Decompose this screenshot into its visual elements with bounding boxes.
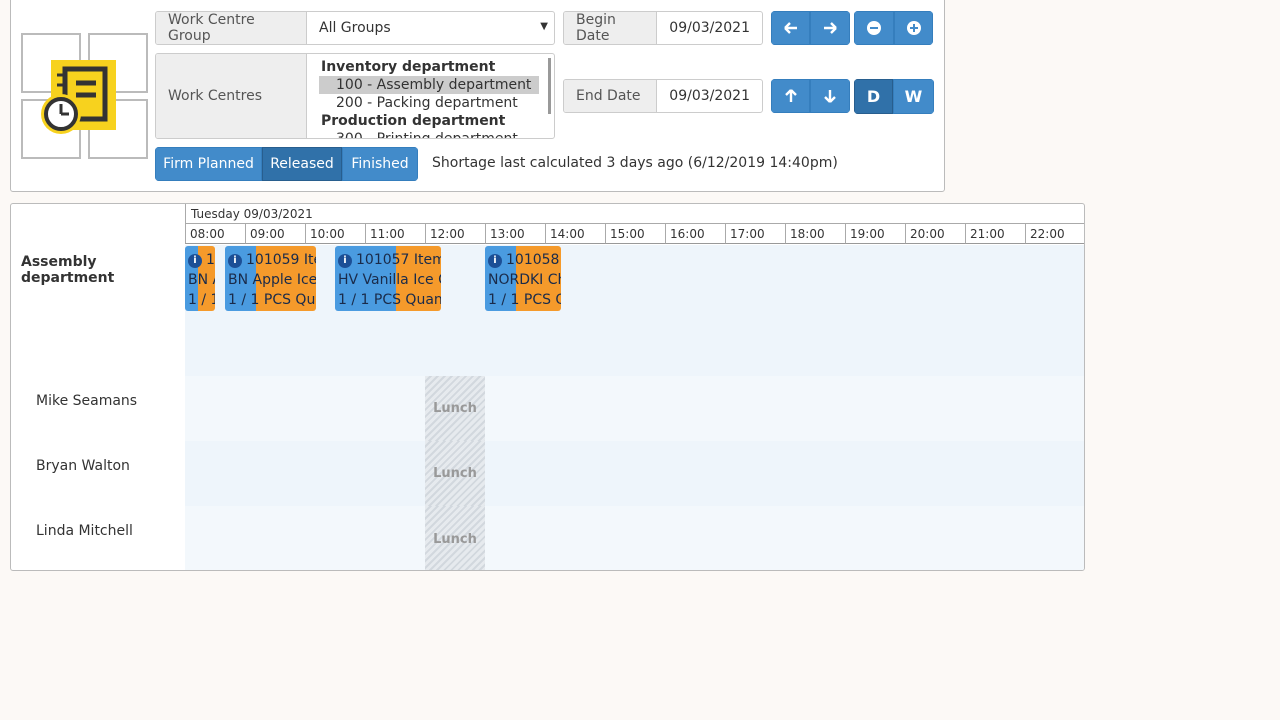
listbox-scrollbar[interactable] (548, 58, 551, 114)
hour-header: 12:00 (425, 224, 485, 244)
work-centre-option[interactable]: 300 - Printing department (319, 130, 533, 138)
work-centre-group-value: All Groups (319, 20, 391, 36)
begin-date-label: Begin Date (564, 12, 658, 44)
hour-header: 21:00 (965, 224, 1025, 244)
work-centres-field: Work Centres Inventory department 100 - A… (155, 53, 555, 139)
production-order-block[interactable]: i 101056 Item BN Apple Ice Cream 1 / 1 PCS … (185, 246, 215, 311)
order-quantity: 1 / 1 PCS Quantity (188, 292, 215, 308)
shortage-status-text: Shortage last calculated 3 days ago (6/1… (432, 155, 838, 171)
department-row-bg (185, 245, 1084, 376)
order-text: i 101058 NORDKI Chocolate 1 / 1 PCS Quantit… (488, 250, 561, 310)
production-order-block[interactable]: i 101059 Item BN Apple Ice Cream 1 / 1 PCS … (225, 246, 316, 311)
order-item: NORDKI Chocolate (488, 272, 561, 288)
info-icon[interactable]: i (338, 254, 352, 268)
hour-header: 11:00 (365, 224, 425, 244)
move-up-button[interactable] (771, 79, 810, 113)
move-down-button[interactable] (810, 79, 850, 113)
resource-label: Linda Mitchell (36, 523, 133, 539)
end-date-label: End Date (564, 80, 658, 112)
zoom-buttons (854, 11, 933, 45)
day-view-button[interactable]: D (854, 79, 893, 114)
hour-header: 15:00 (605, 224, 665, 244)
tab-released[interactable]: Released (262, 147, 342, 181)
work-centre-group-heading: Inventory department (321, 59, 496, 75)
order-number: 101059 Item (246, 252, 316, 268)
app-logo-icon (21, 33, 148, 159)
work-centre-group-select[interactable]: All Groups ▼ (307, 12, 554, 44)
lunch-block: Lunch (425, 441, 485, 506)
work-centre-group-heading: Production department (321, 113, 506, 129)
work-centre-group-field: Work Centre Group All Groups ▼ (155, 11, 555, 45)
zoom-in-button[interactable] (894, 11, 933, 45)
resource-label: Bryan Walton (36, 458, 130, 474)
arrow-right-icon (824, 22, 837, 34)
order-number: 101058 (506, 252, 560, 268)
status-tabs: Firm Planned Released Finished (155, 147, 418, 181)
prev-date-button[interactable] (771, 11, 810, 45)
hour-header: 17:00 (725, 224, 785, 244)
arrow-down-icon (824, 90, 836, 103)
work-centre-option[interactable]: 100 - Assembly department (319, 76, 539, 94)
zoom-out-icon (867, 21, 881, 35)
production-order-block[interactable]: i 101057 Item HV Vanilla Ice Cream 1 / 1 PC… (335, 246, 441, 311)
work-centre-option[interactable]: 200 - Packing department (336, 95, 518, 111)
caret-down-icon: ▼ (540, 21, 548, 32)
resource-row-bg (185, 506, 1084, 570)
lunch-block: Lunch (425, 376, 485, 441)
next-date-button[interactable] (810, 11, 850, 45)
hour-header: 20:00 (905, 224, 965, 244)
hour-header: 08:00 (185, 224, 245, 244)
order-number: 101057 Item (356, 252, 441, 268)
resource-row-bg (185, 441, 1084, 506)
order-item: HV Vanilla Ice Cream (338, 272, 441, 288)
production-order-block[interactable]: i 101058 NORDKI Chocolate 1 / 1 PCS Quantit… (485, 246, 561, 311)
order-text: i 101059 Item BN Apple Ice Cream 1 / 1 PCS … (228, 250, 316, 310)
zoom-out-button[interactable] (854, 11, 894, 45)
begin-date-input[interactable]: 09/03/2021 (669, 20, 750, 36)
department-label: Assembly department (21, 254, 115, 286)
order-text: i 101056 Item BN Apple Ice Cream 1 / 1 PCS … (188, 250, 215, 310)
order-quantity: 1 / 1 PCS Quantity (338, 292, 441, 308)
arrow-up-icon (784, 89, 797, 102)
week-view-button[interactable]: W (893, 79, 934, 114)
tab-finished[interactable]: Finished (342, 147, 418, 181)
work-centre-group-label: Work Centre Group (156, 12, 307, 44)
resource-row-bg (185, 376, 1084, 441)
hour-header: 09:00 (245, 224, 305, 244)
work-centres-listbox[interactable]: Inventory department 100 - Assembly depar… (307, 54, 554, 138)
info-icon[interactable]: i (188, 254, 202, 268)
order-number: 101056 Item (206, 252, 215, 268)
zoom-in-icon (906, 21, 921, 35)
view-mode-buttons: D W (854, 79, 934, 114)
date-nav-buttons (771, 11, 850, 45)
hour-header: 22:00 (1025, 224, 1084, 244)
row-nav-buttons (771, 79, 850, 113)
arrow-left-icon (783, 22, 797, 34)
resource-label: Mike Seamans (36, 393, 138, 409)
end-date-input[interactable]: 09/03/2021 (669, 88, 750, 104)
order-text: i 101057 Item HV Vanilla Ice Cream 1 / 1 PC… (338, 250, 441, 310)
lunch-block: Lunch (425, 506, 485, 570)
order-quantity: 1 / 1 PCS Quantity (228, 292, 316, 308)
tab-firm-planned[interactable]: Firm Planned (155, 147, 262, 181)
hour-header: 13:00 (485, 224, 545, 244)
schedule-date-header: Tuesday 09/03/2021 (185, 204, 1084, 224)
schedule-panel: Tuesday 09/03/2021 08:00 09:00 10:00 11:00 1… (10, 203, 1085, 571)
hour-header: 14:00 (545, 224, 605, 244)
order-item: BN Apple Ice Cream (228, 272, 316, 288)
begin-date-field: Begin Date 09/03/2021 (563, 11, 763, 45)
hour-header: 10:00 (305, 224, 365, 244)
end-date-field: End Date 09/03/2021 (563, 79, 763, 113)
order-item: BN Apple Ice Cream (188, 272, 215, 288)
work-centres-label: Work Centres (156, 54, 307, 138)
info-icon[interactable]: i (228, 254, 242, 268)
info-icon[interactable]: i (488, 254, 502, 268)
hour-header: 18:00 (785, 224, 845, 244)
order-quantity: 1 / 1 PCS Quantity (488, 292, 561, 308)
hour-header: 19:00 (845, 224, 905, 244)
hour-header: 16:00 (665, 224, 725, 244)
